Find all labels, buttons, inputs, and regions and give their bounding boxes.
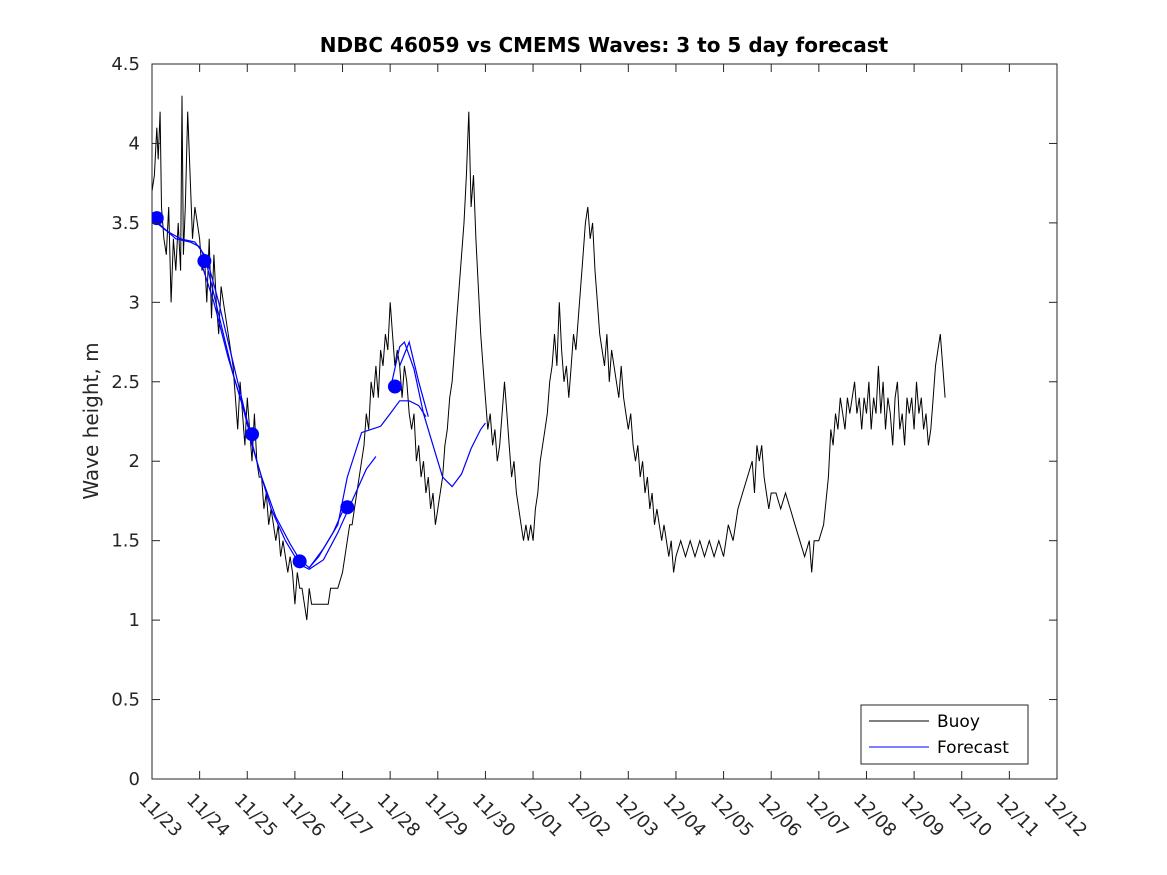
series-layer: [152, 95, 946, 621]
plot-frame: [151, 63, 1058, 780]
forecast-series-line-0: [152, 214, 253, 438]
legend-box: [860, 704, 1029, 765]
forecast-series-line-5: [308, 400, 427, 569]
x-tick-label: 12/11: [992, 790, 1044, 842]
forecast-series-line-7: [399, 340, 429, 417]
y-tick-label: 1.5: [111, 531, 140, 552]
buoy-series-line: [152, 95, 946, 621]
x-tick-label: 12/04: [658, 790, 710, 842]
y-tick-label: 3: [129, 292, 140, 313]
x-tick-label: 11/29: [420, 790, 472, 842]
legend-forecast-label: Forecast: [937, 738, 1009, 758]
forecast-marker: [340, 500, 355, 515]
forecast-series-line-6: [389, 341, 486, 488]
legend-buoy-label: Buoy: [937, 712, 980, 732]
x-tick-label: 12/05: [706, 790, 758, 842]
x-tick-label: 12/06: [754, 790, 806, 842]
y-tick-label: 3.5: [111, 213, 140, 234]
chart-title: NDBC 46059 vs CMEMS Waves: 3 to 5 day fo…: [320, 33, 889, 57]
x-tick-label: 12/07: [801, 790, 853, 842]
y-tick-label: 1: [129, 610, 140, 631]
x-tick-label: 12/03: [611, 790, 663, 842]
x-tick-label: 12/12: [1039, 790, 1091, 842]
x-tick-label: 12/09: [897, 790, 949, 842]
x-tick-label: 12/01: [516, 790, 568, 842]
forecast-marker: [292, 554, 307, 569]
x-tick-label: 11/26: [277, 790, 329, 842]
forecast-marker: [245, 427, 260, 442]
x-tick-label: 11/28: [373, 790, 425, 842]
x-tick-label: 11/30: [468, 790, 520, 842]
forecast-marker: [152, 211, 164, 226]
y-tick-label: 0.5: [111, 690, 140, 711]
y-tick-label: 0: [129, 769, 140, 790]
x-tick-label: 11/24: [182, 790, 234, 842]
forecast-series-line-4: [299, 456, 377, 570]
legend: Buoy Forecast: [860, 704, 1029, 765]
x-tick-label: 11/23: [134, 790, 186, 842]
y-tick-label: 4: [129, 133, 140, 154]
forecast-marker: [387, 379, 402, 394]
forecast-marker: [197, 254, 212, 269]
x-tick-label: 12/08: [849, 790, 901, 842]
x-tick-label: 11/27: [325, 790, 377, 842]
x-tick-label: 12/02: [563, 790, 615, 842]
y-axis-label: Wave height, m: [79, 342, 103, 499]
y-tick-label: 2.5: [111, 372, 140, 393]
x-tick-label: 12/10: [944, 790, 996, 842]
y-tick-label: 4.5: [111, 54, 140, 75]
x-tick-label: 11/25: [230, 790, 282, 842]
y-tick-label: 2: [129, 451, 140, 472]
